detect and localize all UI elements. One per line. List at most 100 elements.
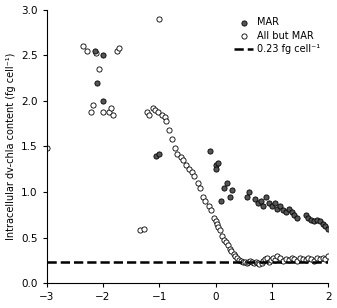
All but MAR [111,112,116,117]
All but MAR [203,199,208,204]
All but MAR [231,252,236,257]
Legend: MAR, All but MAR, 0.23 fg cell⁻¹: MAR, All but MAR, 0.23 fg cell⁻¹ [231,14,323,57]
All but MAR [280,258,286,263]
All but MAR [261,258,266,263]
All but MAR [184,162,189,167]
MAR [286,206,292,211]
MAR [230,188,235,193]
MAR [314,217,319,222]
All but MAR [311,258,317,263]
All but MAR [237,257,242,262]
All but MAR [90,103,96,108]
All but MAR [141,226,146,231]
All but MAR [178,155,183,160]
All but MAR [233,253,238,258]
All but MAR [275,253,280,258]
MAR [252,197,258,202]
All but MAR [286,257,292,262]
MAR [266,201,272,205]
MAR [317,219,323,224]
MAR [272,201,277,205]
All but MAR [144,109,150,114]
MAR [244,194,249,199]
MAR [224,180,229,185]
All but MAR [220,233,225,238]
All but MAR [214,222,219,227]
All but MAR [163,119,169,124]
MAR [306,215,311,220]
All but MAR [323,256,328,261]
MAR [269,203,275,208]
All but MAR [314,255,319,260]
All but MAR [114,48,120,53]
All but MAR [100,109,106,114]
All but MAR [268,257,273,262]
0.23 fg cell⁻¹ [214,261,218,264]
All but MAR [201,194,206,199]
MAR [278,203,283,208]
All but MAR [248,258,253,263]
MAR [275,206,280,211]
MAR [280,208,286,213]
All but MAR [172,146,178,151]
All but MAR [150,106,155,111]
Y-axis label: Intracellular dv-chla content (fg cell⁻¹): Intracellular dv-chla content (fg cell⁻¹… [5,53,16,240]
MAR [255,201,261,205]
MAR [295,215,300,220]
All but MAR [167,128,172,132]
All but MAR [228,249,234,254]
All but MAR [217,228,223,233]
All but MAR [96,67,101,71]
All but MAR [246,259,251,264]
All but MAR [85,48,90,53]
All but MAR [175,151,180,156]
MAR [264,194,269,199]
All but MAR [309,256,314,261]
MAR [100,98,106,103]
All but MAR [234,255,240,260]
All but MAR [116,46,122,51]
All but MAR [303,257,308,262]
All but MAR [272,257,277,262]
All but MAR [320,255,325,260]
MAR [303,213,308,217]
All but MAR [94,51,99,56]
All but MAR [289,255,294,260]
MAR [258,199,263,204]
All but MAR [189,170,195,175]
All but MAR [152,107,157,112]
MAR [292,213,297,217]
All but MAR [283,256,288,261]
All but MAR [157,16,162,21]
All but MAR [197,185,203,190]
MAR [311,219,317,224]
MAR [100,53,106,58]
MAR [227,194,232,199]
All but MAR [191,173,197,178]
All but MAR [300,256,306,261]
All but MAR [265,255,270,260]
0.23 fg cell⁻¹ [270,261,274,264]
All but MAR [81,44,86,49]
MAR [261,203,266,208]
All but MAR [213,219,218,224]
All but MAR [212,215,217,220]
MAR [154,153,159,158]
All but MAR [180,158,186,163]
MAR [216,160,221,165]
All but MAR [244,261,249,266]
All but MAR [137,228,142,233]
All but MAR [169,137,174,142]
MAR [207,148,213,153]
MAR [95,80,100,85]
MAR [157,151,162,156]
MAR [289,210,294,215]
All but MAR [106,109,111,114]
All but MAR [227,246,232,251]
All but MAR [306,255,311,260]
MAR [326,226,331,231]
All but MAR [295,258,300,263]
MAR [247,190,252,195]
MAR [309,217,314,222]
All but MAR [297,255,303,260]
